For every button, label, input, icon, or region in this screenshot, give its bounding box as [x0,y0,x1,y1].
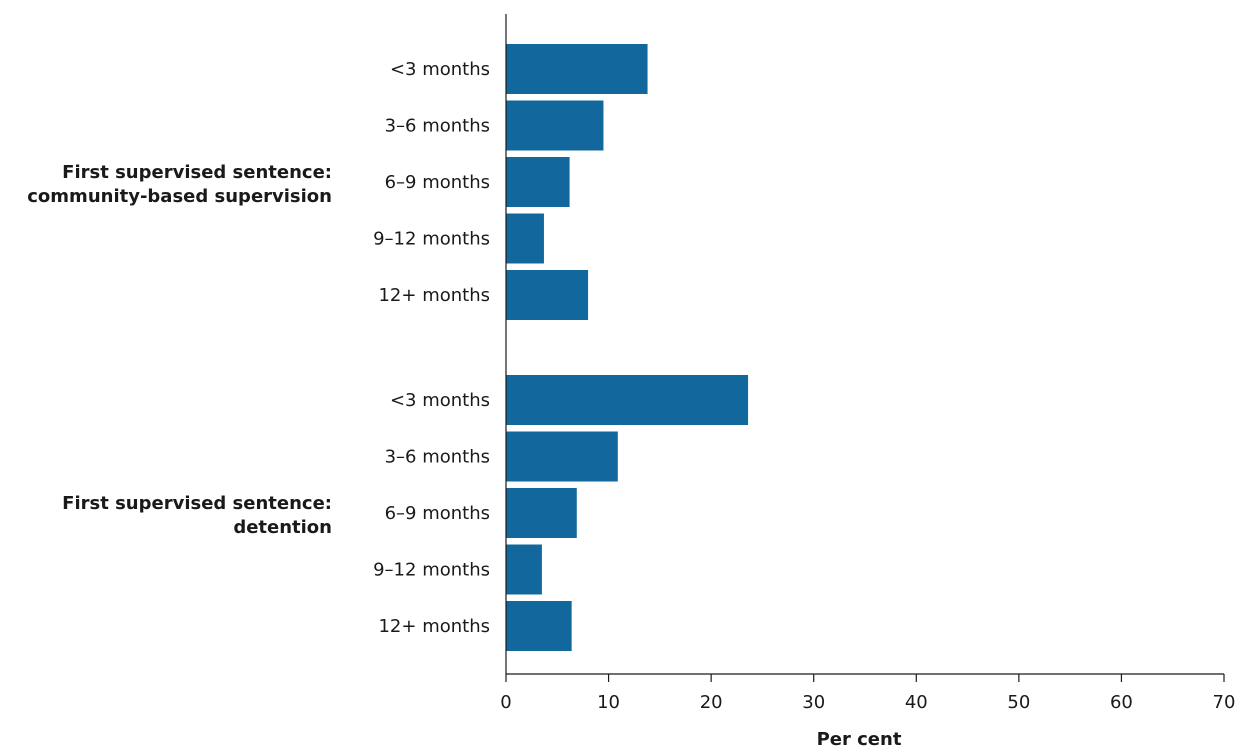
bar [506,100,604,151]
category-label: <3 months [390,390,490,411]
group-labels: First supervised sentence: community-base… [27,162,332,538]
bar [506,601,572,651]
group-label-line: detention [233,517,332,538]
x-tick-label: 20 [700,692,723,713]
bar [506,431,618,482]
category-label: 12+ months [378,285,490,306]
category-label: <3 months [390,59,490,80]
bar [506,213,544,264]
bar [506,270,589,320]
group-label-line: community-based supervision [27,186,332,207]
x-axis-title: Per cent [817,729,902,750]
category-label: 6–9 months [385,172,490,193]
category-label: 3–6 months [385,447,490,468]
x-tick-label: 0 [500,692,511,713]
category-labels: <3 months 3–6 months 6–9 months 9–12 months… [373,59,490,637]
category-label: 12+ months [378,616,490,637]
category-label: 3–6 months [385,116,490,137]
x-tick-label: 30 [802,692,825,713]
bar [506,375,749,425]
group-label-line: First supervised sentence: [62,162,332,183]
x-axis-ticks: 0 10 20 30 40 50 60 70 [500,674,1235,713]
x-tick-label: 70 [1213,692,1236,713]
bar [506,488,577,538]
bar [506,44,648,94]
x-tick-label: 60 [1110,692,1133,713]
category-label: 9–12 months [373,229,490,250]
bars-layer [506,44,749,651]
category-label: 9–12 months [373,560,490,581]
x-tick-label: 40 [905,692,928,713]
category-label: 6–9 months [385,503,490,524]
group-label: First supervised sentence: community-base… [27,162,332,207]
bar [506,157,570,207]
group-label-line: First supervised sentence: [62,493,332,514]
x-tick-label: 10 [597,692,620,713]
bar [506,544,542,595]
group-label: First supervised sentence: detention [62,493,332,538]
x-tick-label: 50 [1007,692,1030,713]
